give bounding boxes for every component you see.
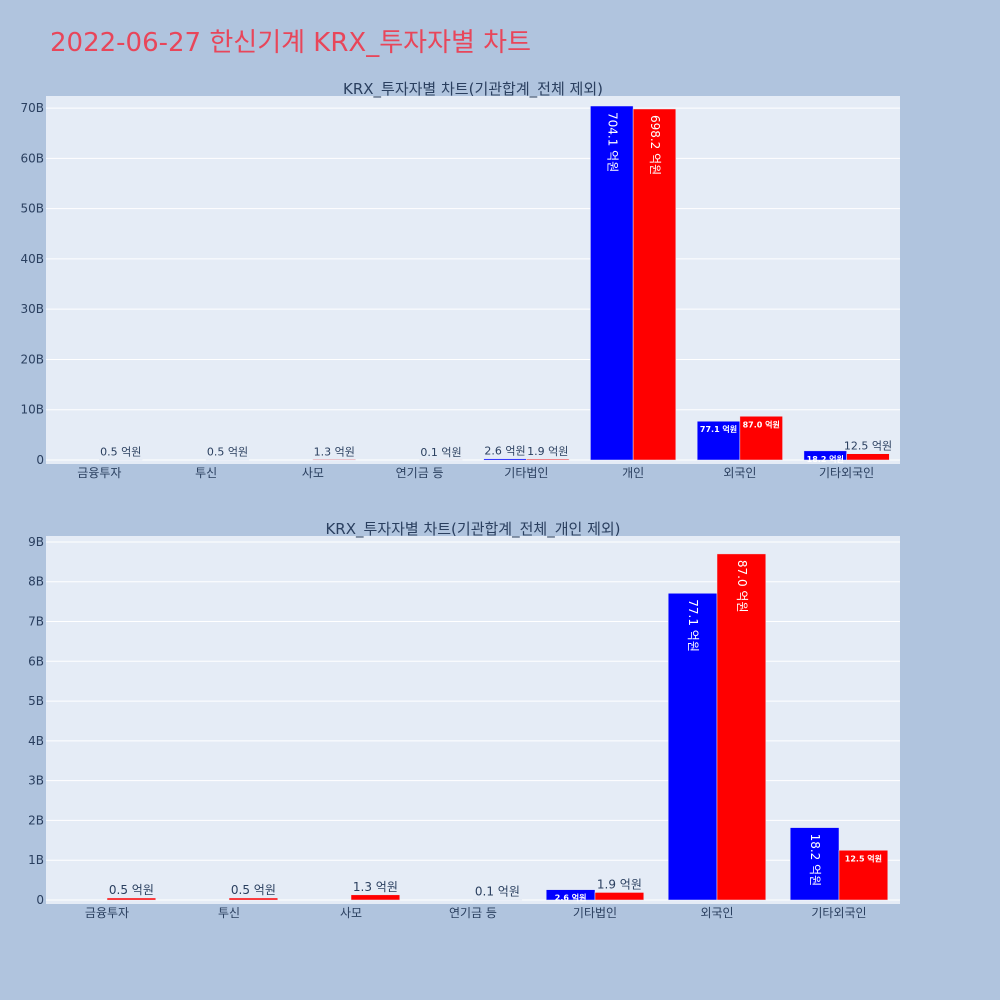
bar	[632, 108, 677, 461]
bar	[594, 892, 645, 901]
chart-2: 0 1B 2B 3B 4B 5B 6B 7B 8B 9B KRX_투자자별 차트(기관합계_전체_개…	[28, 520, 900, 920]
y-tick-label: 40B	[20, 252, 44, 266]
bar	[483, 458, 527, 461]
x-tick-label: 금융투자	[85, 906, 129, 920]
x-tick-label: 외국인	[723, 466, 756, 480]
bar-value-label: 704.1 억원	[605, 112, 619, 172]
y-tick-label: 60B	[20, 151, 44, 165]
y-tick-label: 6B	[28, 654, 44, 668]
bar-value-label: 1.3 억원	[314, 445, 355, 458]
bar	[846, 453, 890, 461]
x-tick-label: 사모	[340, 906, 362, 920]
x-tick-label: 사모	[302, 466, 324, 480]
bar-value-label: 2.6 억원	[555, 893, 587, 903]
bar-value-label: 0.1 억원	[420, 446, 461, 459]
bar	[696, 420, 741, 461]
x-tick-label: 개인	[622, 466, 644, 480]
y-tick-label: 4B	[28, 734, 44, 748]
y-tick-label: 70B	[20, 101, 44, 115]
y-tick-label: 10B	[20, 403, 44, 417]
bar-value-label: 1.3 억원	[353, 880, 398, 894]
bar-value-label: 12.5 억원	[844, 440, 892, 453]
x-tick-label: 기타외국인	[819, 466, 874, 480]
x-tick-label: 연기금 등	[396, 466, 444, 480]
bar	[350, 894, 401, 901]
y-tick-label: 7B	[28, 615, 44, 629]
bar-value-label: 18.2 억원	[808, 834, 822, 887]
bar	[590, 105, 634, 461]
bar-value-label: 1.9 억원	[527, 445, 568, 458]
x-tick-label: 연기금 등	[449, 906, 497, 920]
bar-value-label: 0.5 억원	[207, 446, 248, 459]
y-tick-label: 0	[36, 893, 44, 907]
x-tick-label: 기타법인	[573, 906, 617, 920]
x-tick-label: 금융투자	[77, 466, 121, 480]
bar-value-label: 1.9 억원	[597, 877, 642, 891]
bar-value-label: 698.2 억원	[648, 115, 662, 175]
y-tick-label: 50B	[20, 202, 44, 216]
page-title: 2022-06-27 한신기계 KRX_투자자별 차트	[50, 28, 532, 58]
bar-value-label: 77.1 억원	[700, 424, 737, 434]
x-tick-label: 투신	[195, 466, 217, 480]
y-tick-label: 5B	[28, 694, 44, 708]
plot-area	[46, 536, 900, 904]
chart-1: 0 10B 20B 30B 40B 50B 60B 70B KRX_투자자별 차트(기관합계_전…	[20, 80, 900, 480]
bar-value-label: 87.0 억원	[743, 419, 780, 429]
chart-title: KRX_투자자별 차트(기관합계_전체_개인 제외)	[325, 520, 620, 539]
bar	[312, 459, 356, 461]
bar-value-label: 77.1 억원	[686, 599, 700, 652]
y-tick-label: 9B	[28, 535, 44, 549]
y-tick-label: 8B	[28, 575, 44, 589]
chart-title: KRX_투자자별 차트(기관합계_전체 제외)	[343, 80, 603, 99]
y-tick-label: 1B	[28, 853, 44, 867]
y-tick-label: 3B	[28, 774, 44, 788]
y-tick-label: 30B	[20, 302, 44, 316]
bar-value-label: 2.6 억원	[484, 445, 525, 458]
bar-value-label: 0.5 억원	[100, 446, 141, 459]
bar-value-label: 0.5 억원	[231, 883, 276, 897]
x-tick-label: 투신	[218, 906, 240, 920]
bar-value-label: 18.2 억원	[807, 454, 844, 464]
bar-value-label: 0.1 억원	[475, 885, 520, 899]
bar-value-label: 87.0 억원	[735, 560, 749, 613]
y-tick-label: 0	[36, 453, 44, 467]
bar	[228, 897, 279, 901]
bar	[526, 458, 570, 461]
bar-value-label: 0.5 억원	[109, 883, 154, 897]
bar	[789, 827, 840, 901]
bar	[667, 593, 718, 901]
y-tick-label: 20B	[20, 352, 44, 366]
plot-area	[46, 96, 900, 464]
bar	[838, 850, 889, 901]
bar	[716, 553, 767, 901]
x-tick-label: 기타법인	[504, 466, 548, 480]
bar-value-label: 12.5 억원	[845, 853, 882, 863]
bar	[739, 416, 783, 461]
x-tick-label: 외국인	[700, 906, 733, 920]
y-tick-label: 2B	[28, 813, 44, 827]
bar	[106, 897, 157, 901]
x-tick-label: 기타외국인	[811, 906, 866, 920]
